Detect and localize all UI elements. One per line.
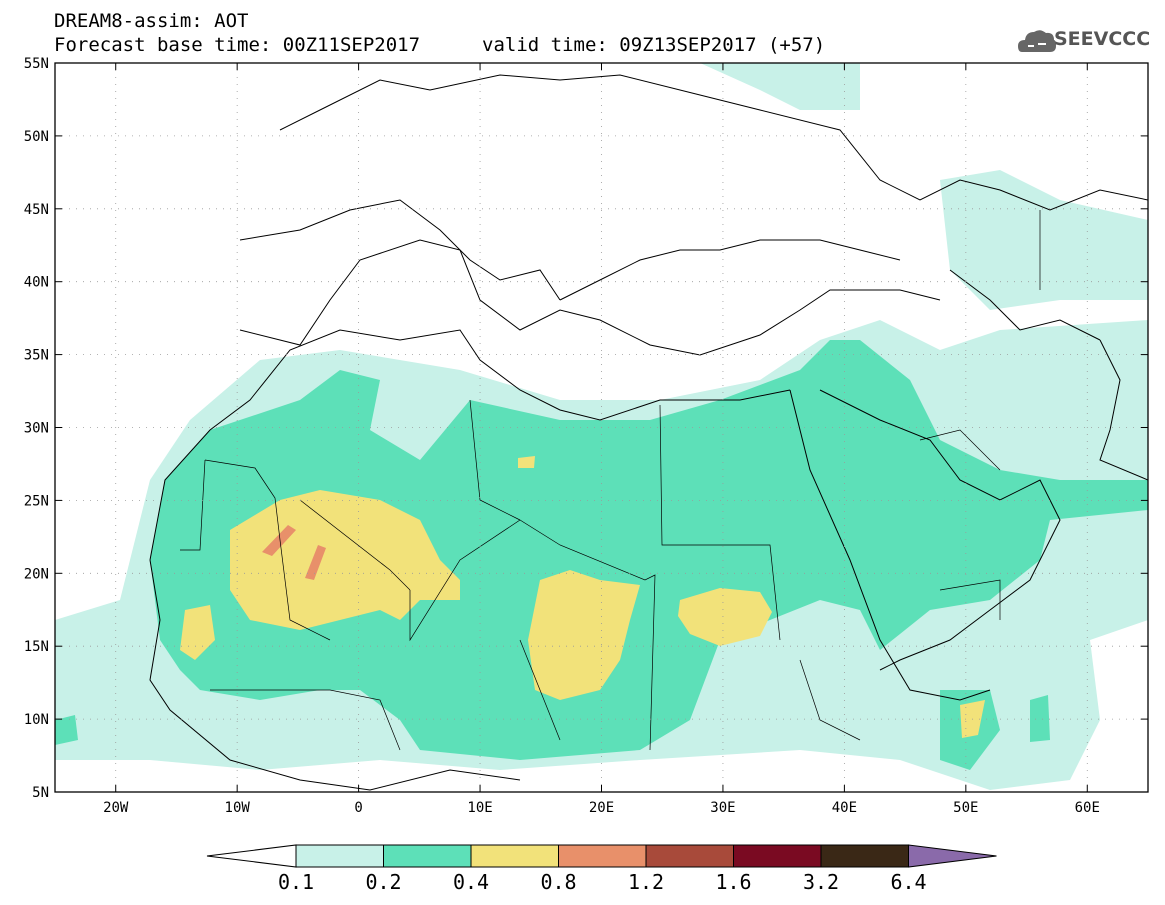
latitude-label: 55N: [24, 56, 49, 72]
latitude-label: 35N: [24, 348, 49, 364]
longitude-label: 20W: [103, 800, 129, 816]
valid-time: valid time: 09Z13SEP2017 (+57): [482, 34, 826, 56]
legend-level-label: 0.1: [277, 870, 315, 894]
legend-color-box: [645, 844, 734, 868]
latitude-label: 20N: [24, 566, 49, 582]
aot-region-high: [528, 570, 640, 700]
longitude-label: 60E: [1075, 800, 1100, 816]
legend-level-label: 0.4: [452, 870, 490, 894]
legend-level-label: 6.4: [890, 870, 927, 894]
lat-lon-grid: [55, 63, 1148, 792]
longitude-labels: 20W 10W 0 10E 20E 30E 40E 50E 60E: [103, 800, 1100, 816]
legend-color-box: [558, 844, 647, 868]
longitude-label: 0: [354, 800, 362, 816]
longitude-label: 10E: [467, 800, 492, 816]
legend-color-box: [470, 844, 559, 868]
aot-region-mid: [150, 340, 1148, 760]
cloud-icon: [1018, 30, 1056, 52]
legend-color-box: [383, 844, 472, 868]
aot-region-very-high: [262, 525, 296, 556]
latitude-label: 40N: [24, 275, 49, 291]
legend-level-label: 0.8: [540, 870, 577, 894]
latitude-label: 45N: [24, 202, 49, 218]
longitude-label: 20E: [589, 800, 614, 816]
legend-level-label: 1.2: [627, 870, 665, 894]
latitude-label: 15N: [24, 639, 49, 655]
longitude-label: 50E: [953, 800, 978, 816]
legend-color-box: [820, 844, 909, 868]
legend-color-boxes: [206, 844, 997, 868]
coastlines: [149, 74, 1148, 791]
latitude-labels: 55N 50N 45N 40N 35N 30N 25N 20N 15N 10N 5N: [24, 56, 49, 801]
legend-color-box: [733, 844, 822, 868]
latitude-label: 10N: [24, 712, 49, 728]
longitude-label: 40E: [832, 800, 857, 816]
latitude-label: 5N: [32, 785, 49, 801]
map-title: DREAM8-assim: AOT: [54, 10, 249, 32]
aot-region-high: [678, 588, 772, 646]
country-borders: [180, 210, 1041, 751]
aot-region-high: [518, 456, 535, 468]
legend-under-arrow: [206, 844, 297, 868]
aot-region-low: [700, 63, 860, 110]
aot-region-high: [230, 490, 460, 630]
aot-region-mid: [1030, 695, 1050, 742]
aot-region-low: [940, 170, 1148, 310]
aot-region-mid: [55, 715, 78, 745]
forecast-base-time: Forecast base time: 00Z11SEP2017: [54, 34, 421, 56]
legend-over-arrow: [908, 844, 997, 868]
logo-text: SEEVCCC: [1054, 28, 1151, 50]
axis-ticks: [55, 62, 1148, 793]
legend-color-box: [295, 844, 384, 868]
longitude-label: 30E: [710, 800, 735, 816]
aot-region-very-high: [305, 545, 326, 580]
longitude-label: 10W: [225, 800, 251, 816]
latitude-label: 25N: [24, 493, 49, 509]
legend-level-label: 3.2: [802, 870, 840, 894]
legend-level-label: 0.2: [365, 870, 402, 894]
latitude-label: 30N: [24, 421, 49, 437]
aot-contours: [55, 63, 1148, 792]
latitude-label: 50N: [24, 129, 49, 145]
legend-level-label: 1.6: [715, 870, 752, 894]
